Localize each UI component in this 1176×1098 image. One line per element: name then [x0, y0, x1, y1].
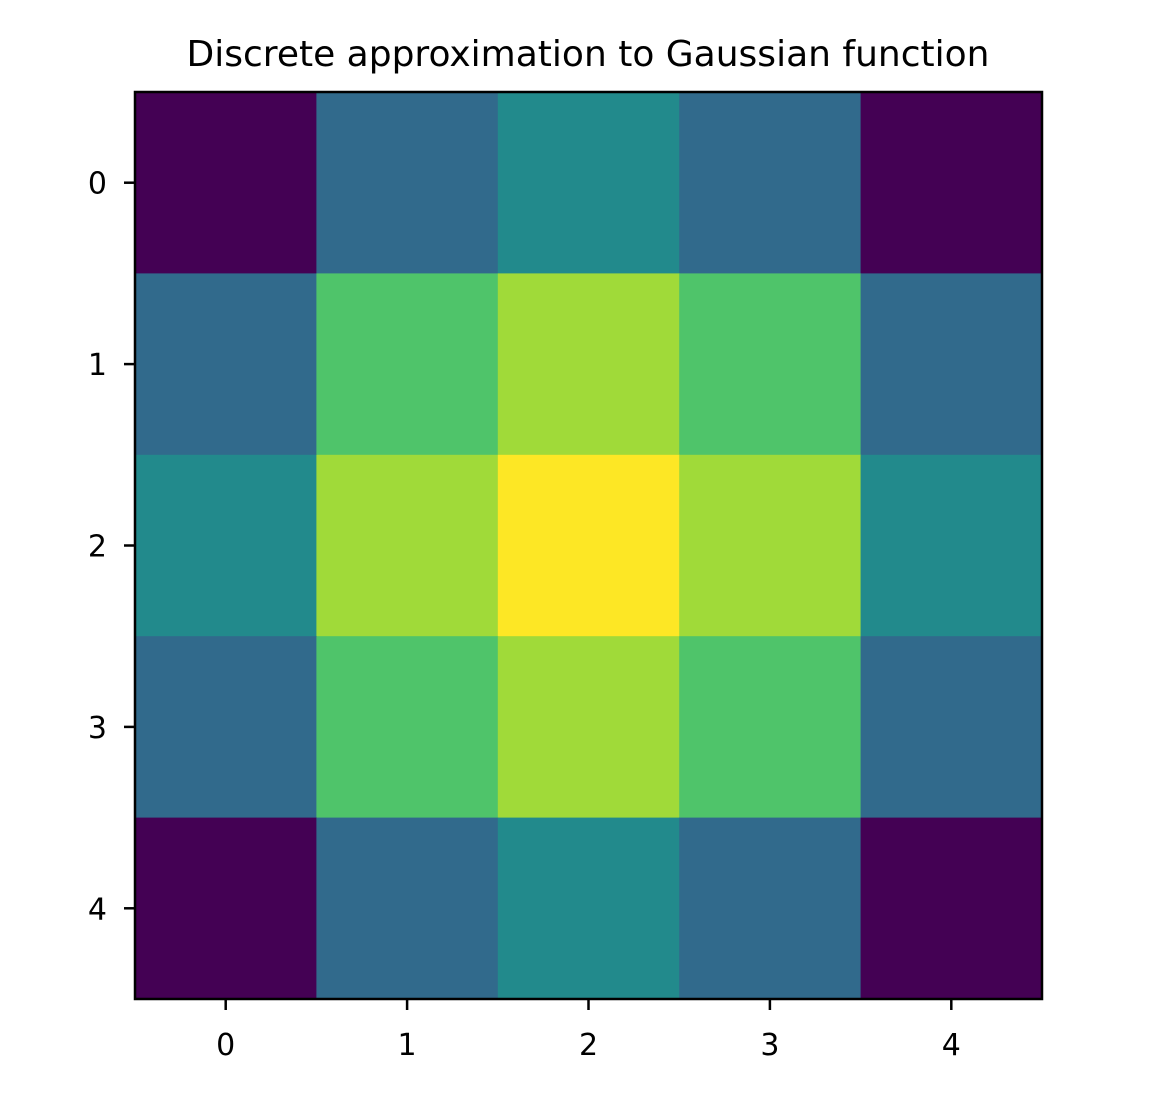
heatmap-cell-r1-c4 — [860, 273, 1043, 456]
heatmap-cell-r4-c1 — [316, 817, 499, 1000]
y-tick-label: 1 — [88, 348, 107, 383]
y-tick-label: 0 — [88, 167, 107, 202]
heatmap-cell-r3-c0 — [135, 636, 317, 819]
heatmap-cells — [135, 92, 1043, 1000]
heatmap-cell-r1-c3 — [679, 273, 862, 456]
heatmap-cell-r4-c4 — [860, 817, 1043, 1000]
x-tick-label: 0 — [216, 1028, 235, 1063]
heatmap-cell-r4-c2 — [497, 817, 680, 1000]
heatmap-cell-r2-c3 — [679, 454, 862, 637]
heatmap-cell-r2-c2 — [497, 454, 680, 637]
heatmap-cell-r0-c0 — [135, 92, 317, 274]
heatmap-cell-r1-c0 — [135, 273, 317, 456]
heatmap-cell-r4-c3 — [679, 817, 862, 1000]
x-tick-label: 2 — [579, 1028, 598, 1063]
y-tick-label: 4 — [88, 892, 107, 927]
heatmap-cell-r3-c3 — [679, 636, 862, 819]
heatmap-cell-r3-c2 — [497, 636, 680, 819]
heatmap-cell-r2-c0 — [135, 454, 317, 637]
heatmap-cell-r2-c1 — [316, 454, 499, 637]
x-axis: 0 1 2 3 4 — [216, 999, 961, 1063]
heatmap-cell-r0-c2 — [497, 92, 680, 274]
y-tick-label: 3 — [88, 711, 107, 746]
heatmap-cell-r2-c4 — [860, 454, 1043, 637]
y-tick-label: 2 — [88, 530, 107, 565]
heatmap-cell-r0-c1 — [316, 92, 499, 274]
heatmap-cell-r3-c1 — [316, 636, 499, 819]
x-tick-label: 4 — [942, 1028, 961, 1063]
heatmap-cell-r3-c4 — [860, 636, 1043, 819]
heatmap-cell-r0-c3 — [679, 92, 862, 274]
x-tick-label: 1 — [398, 1028, 417, 1063]
y-axis: 0 1 2 3 4 — [88, 167, 135, 927]
heatmap-cell-r0-c4 — [860, 92, 1043, 274]
heatmap-cell-r1-c1 — [316, 273, 499, 456]
x-tick-label: 3 — [760, 1028, 779, 1063]
heatmap-cell-r1-c2 — [497, 273, 680, 456]
heatmap-cell-r4-c0 — [135, 817, 317, 1000]
chart-title: Discrete approximation to Gaussian funct… — [187, 34, 990, 75]
